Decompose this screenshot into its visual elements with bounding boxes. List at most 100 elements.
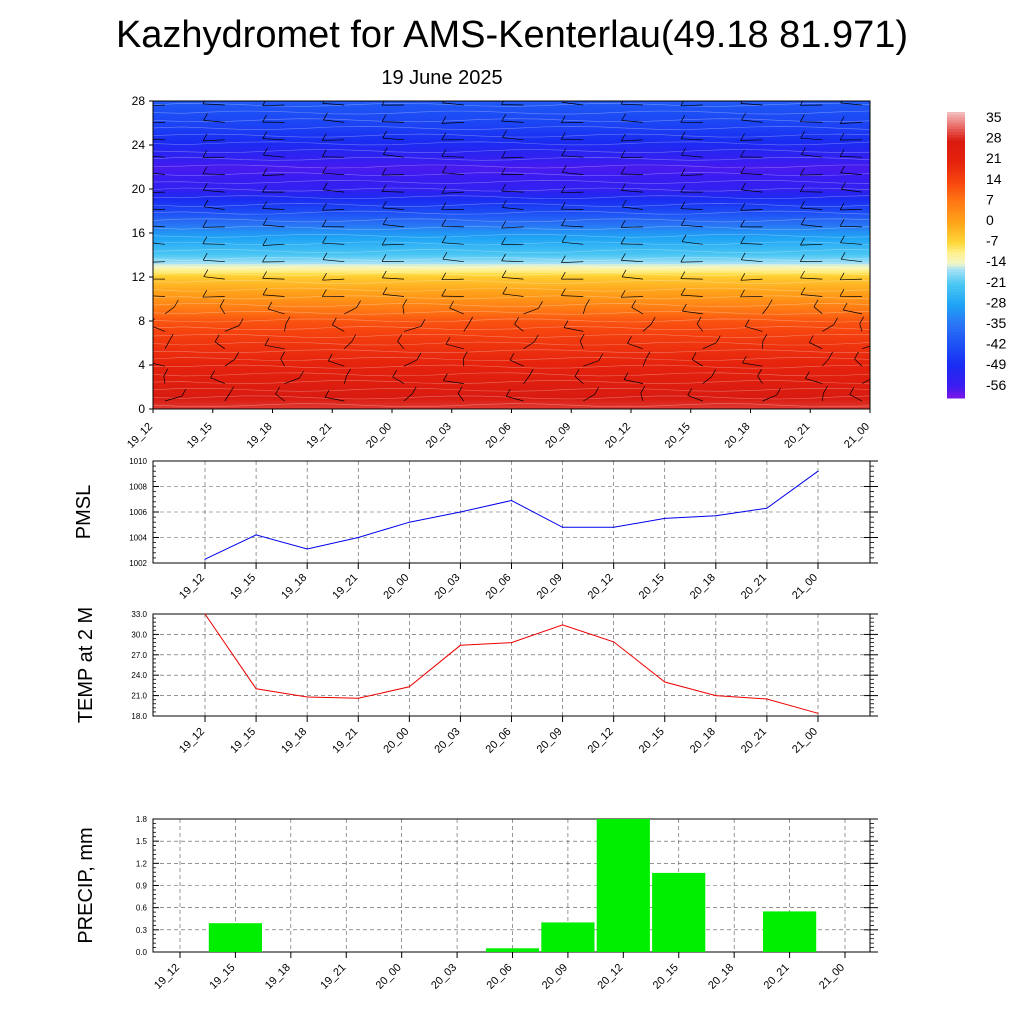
wind-barb (321, 219, 345, 228)
upper-air-cross-section: 0 4 8 12 16 20 24 28 19_12 19_15 19_18 19_21 20_00 20… (125, 94, 872, 451)
colorbar-segment (947, 383, 965, 388)
heatmap-band (153, 272, 870, 276)
wind-barb-feather (382, 287, 388, 295)
y-tick-label: 0.9 (136, 882, 148, 891)
wind-barb-feather (322, 236, 327, 244)
wind-barb-shaft (202, 243, 225, 245)
data-point (817, 712, 819, 714)
y-tick-label: 1.2 (136, 859, 148, 868)
wind-barb-shaft (203, 259, 225, 263)
wind-barb (441, 219, 464, 228)
heatmap-contour (153, 156, 870, 161)
wind-barb-feather (839, 272, 845, 280)
heatmap-band (153, 397, 870, 401)
wind-barb-feather (854, 351, 859, 360)
wind-barb (680, 131, 703, 141)
wind-barb (322, 252, 345, 263)
precip-bar (208, 923, 262, 952)
heatmap-band (153, 234, 870, 238)
wind-barb-shaft (681, 294, 703, 297)
wind-barb (392, 369, 405, 384)
wind-barb (264, 338, 285, 350)
x-tick-label: 20_18 (688, 572, 718, 602)
wind-barb (262, 168, 285, 176)
colorbar-label: 35 (986, 109, 1002, 125)
wind-barb-feather (501, 200, 507, 208)
wind-barb (381, 101, 405, 106)
colorbar-segment (947, 346, 965, 350)
wind-barb-feather (681, 148, 686, 156)
wind-barb (153, 122, 166, 123)
wind-barb-shaft (382, 207, 405, 210)
wind-barb-shaft (680, 138, 703, 141)
wind-barb (445, 337, 464, 350)
y-tick-label: 1004 (129, 534, 147, 543)
heatmap-contour (153, 364, 870, 369)
colorbar-segment (947, 183, 965, 187)
wind-barb-shaft (561, 295, 584, 297)
heatmap-band (153, 140, 870, 144)
wind-barb-feather (799, 101, 804, 106)
wind-barb-feather (680, 101, 685, 106)
heatmap-band (153, 353, 870, 357)
wind-barb-feather (322, 101, 325, 104)
precip-bar (541, 922, 595, 952)
temperature-colorbar: 35 28 21 14 7 0 -7 -14 -21 -28 -35 -42 -49 -56 (947, 109, 1006, 399)
data-point (255, 688, 257, 690)
wind-barb-feather (382, 217, 388, 225)
x-tick-label: 20_06 (484, 421, 514, 451)
heatmap-contour (153, 403, 870, 408)
wind-barb-feather (441, 272, 447, 280)
wind-barb (501, 183, 524, 193)
wind-barb-shaft (322, 209, 345, 211)
heatmap-band (153, 223, 870, 227)
data-point (459, 511, 461, 513)
wind-barb-shaft (691, 359, 703, 367)
wind-barb-feather (740, 273, 746, 281)
pmsl-chart: 1002 1004 1006 1008 1010 19_12 19_15 19_18 19_21… (73, 457, 878, 602)
wind-barb-shaft (267, 308, 285, 315)
wind-barb (202, 290, 225, 298)
wind-barb (202, 236, 225, 245)
heatmap-contour (153, 349, 870, 354)
y-tick-label: 16 (132, 226, 146, 240)
heatmap-band (153, 122, 870, 126)
x-tick-label: 20_21 (739, 726, 769, 756)
heatmap-contour (153, 164, 870, 169)
heatmap-band (153, 168, 870, 172)
wind-barb (202, 133, 225, 142)
wind-barb-feather (210, 370, 215, 378)
wind-barb-feather (840, 252, 846, 260)
heatmap-band (153, 210, 870, 214)
wind-barb (560, 271, 584, 280)
heatmap-band (153, 151, 870, 155)
wind-barb-shaft (322, 103, 345, 106)
heatmap-contour (153, 380, 870, 384)
heatmap-contour (153, 326, 870, 331)
data-point (459, 644, 461, 646)
x-tick-label: 19_18 (279, 726, 309, 756)
wind-barb-shaft (561, 191, 584, 194)
wind-barb-feather (299, 370, 304, 379)
wind-barb-shaft (202, 103, 225, 106)
colorbar-segment (947, 163, 965, 167)
wind-barb-feather (740, 166, 746, 174)
wind-barb-shaft (821, 393, 824, 402)
wind-barb-feather (275, 386, 280, 395)
x-tick-label: 19_18 (245, 421, 275, 451)
colorbar-segment (947, 166, 965, 170)
heatmap-band (153, 406, 870, 409)
wind-barb-shaft (262, 243, 285, 246)
colorbar-label: -42 (986, 336, 1006, 352)
wind-barb (839, 202, 863, 211)
wind-barb-shaft (344, 341, 353, 350)
colorbar-segment (947, 209, 965, 213)
wind-barb (321, 133, 345, 141)
wind-barb-feather (640, 386, 646, 394)
y-tick-label: 1002 (129, 559, 147, 568)
wind-barb-shaft (680, 278, 703, 280)
colorbar-segment (947, 329, 965, 333)
heatmap-contour (153, 256, 870, 261)
wind-barb-feather (280, 351, 286, 359)
wind-barb (514, 317, 524, 332)
